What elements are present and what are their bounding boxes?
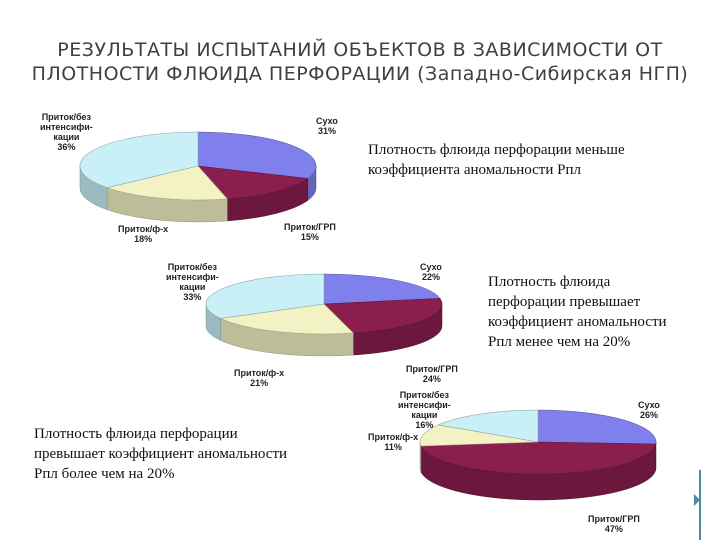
label-grp: Приток/ГРП 24% xyxy=(406,364,458,384)
slice-no-intensification xyxy=(205,273,325,319)
slice-no-intensification xyxy=(79,131,199,188)
pie-chart-1-svg xyxy=(79,131,317,223)
label-dry: Сухо 26% xyxy=(638,400,660,420)
slice-grp xyxy=(197,165,309,200)
slice-grp xyxy=(323,298,443,334)
slice-dry xyxy=(197,131,317,179)
label-fx: Приток/ф-х 18% xyxy=(118,224,169,244)
pie-chart-3: Сухо 26% Приток/ГРП 47% Приток/ф-х 11% Прит… xyxy=(366,386,694,540)
slice-fx xyxy=(219,303,355,335)
note-3: Плотность флюида перфорации превышает ко… xyxy=(34,426,288,482)
label-no-intensification: Приток/без интенсифи- кации 36% xyxy=(40,112,93,152)
title-line-1: РЕЗУЛЬТАТЫ ИСПЫТАНИЙ ОБЪЕКТОВ В ЗАВИСИМО… xyxy=(57,39,663,61)
note-1: Плотность флюида перфорации меньше коэфф… xyxy=(368,142,625,178)
pie-chart-2-svg xyxy=(205,273,443,357)
label-no-intensification: Приток/без интенсифи- кации 33% xyxy=(166,262,219,302)
label-dry: Сухо 22% xyxy=(420,262,442,282)
note-2: Плотность флюида перфорации превышает ко… xyxy=(488,274,667,350)
label-grp: Приток/ГРП 15% xyxy=(284,222,336,242)
slice-fx xyxy=(419,424,539,447)
slide-title: РЕЗУЛЬТАТЫ ИСПЫТАНИЙ ОБЪЕКТОВ В ЗАВИСИМО… xyxy=(20,38,700,86)
title-line-2: ПЛОТНОСТИ ФЛЮИДА ПЕРФОРАЦИИ (Западно-Сиб… xyxy=(31,63,689,85)
pie-chart-3-svg xyxy=(419,409,657,501)
slice-dry xyxy=(323,273,441,305)
slice-grp xyxy=(420,441,657,475)
slice-dry xyxy=(537,409,657,445)
slice-side-fx xyxy=(419,441,422,473)
slice-fx xyxy=(106,165,228,201)
pie-chart-1: Сухо 31% Приток/ГРП 15% Приток/ф-х 18% Прит… xyxy=(30,106,350,246)
label-no-intensification: Приток/без интенсифи- кации 16% xyxy=(398,390,451,430)
label-grp: Приток/ГРП 47% xyxy=(588,514,640,534)
pie-chart-2: Сухо 22% Приток/ГРП 24% Приток/ф-х 21% Прит… xyxy=(162,256,482,390)
label-fx: Приток/ф-х 21% xyxy=(234,368,285,388)
label-dry: Сухо 31% xyxy=(316,116,338,136)
slice-no-intensification xyxy=(437,409,539,443)
label-fx: Приток/ф-х 11% xyxy=(368,432,419,452)
